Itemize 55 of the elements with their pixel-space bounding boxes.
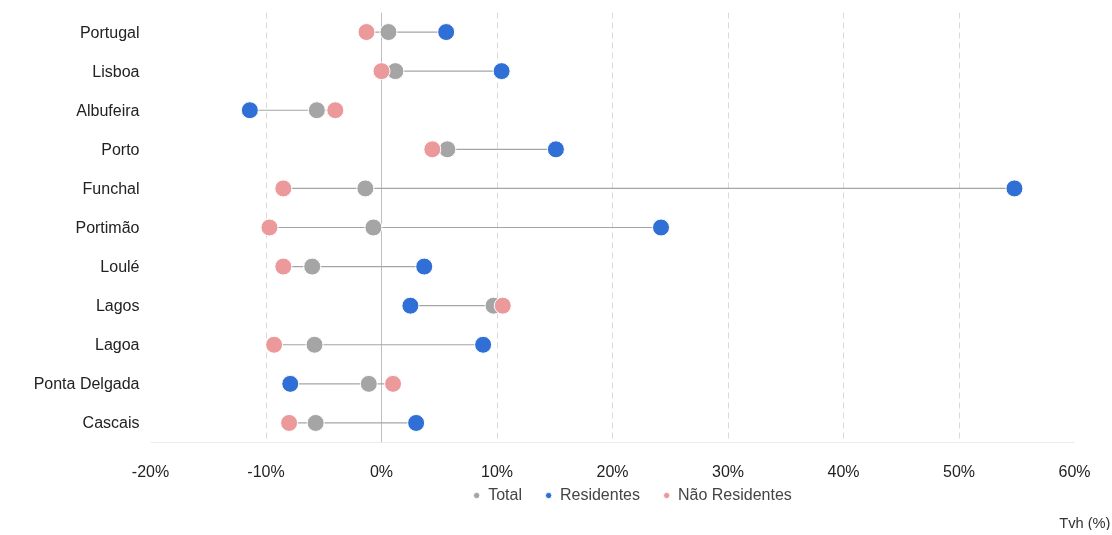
point <box>305 335 324 354</box>
legend-label: Não Residentes <box>678 486 792 504</box>
point <box>265 335 284 354</box>
y-tick-label: Lisboa <box>92 62 140 80</box>
y-tick-label: Ponta Delgada <box>33 375 140 393</box>
point <box>546 140 565 159</box>
x-tick-label: -10% <box>247 462 285 480</box>
text: Tvh (%) <box>1059 514 1111 531</box>
point <box>492 62 511 81</box>
y-tick-label: Cascais <box>82 414 140 432</box>
point <box>493 296 512 315</box>
point <box>438 140 457 159</box>
y-tick-label: Loulé <box>100 258 140 276</box>
point <box>474 335 493 354</box>
point <box>274 257 293 276</box>
point <box>260 218 279 237</box>
point <box>303 257 322 276</box>
y-tick-label: Lagoa <box>95 336 140 354</box>
x-tick-label: 30% <box>711 462 745 480</box>
legend-label: Residentes <box>559 486 640 504</box>
point <box>384 374 403 393</box>
point <box>415 257 434 276</box>
y-tick-label: Portimão <box>75 219 140 236</box>
x-tick-label: 20% <box>596 462 629 480</box>
point <box>280 413 299 432</box>
y-tick-label: Porto <box>101 140 140 158</box>
point <box>356 179 375 198</box>
point <box>359 374 378 393</box>
point <box>274 179 293 198</box>
point <box>407 413 426 432</box>
x-tick-label: 40% <box>827 462 860 480</box>
y-tick-label: Lagos <box>95 297 140 315</box>
point <box>401 296 420 315</box>
y-tick-label: Albufeira <box>76 101 140 119</box>
x-tick-label: 0% <box>369 462 394 480</box>
point <box>652 218 671 237</box>
legend-label: Total <box>488 486 522 504</box>
point <box>379 23 398 42</box>
point <box>306 413 325 432</box>
x-tick-label: 60% <box>1058 462 1091 480</box>
y-tick-label: Funchal <box>82 179 140 197</box>
y-tick-label: Portugal <box>79 23 140 41</box>
point <box>307 101 326 120</box>
point <box>1005 179 1024 198</box>
point <box>364 218 383 237</box>
x-tick-label: -20% <box>131 462 170 480</box>
point <box>240 101 259 120</box>
point <box>423 140 442 159</box>
point <box>437 23 456 42</box>
x-tick-label: 10% <box>480 462 514 480</box>
point <box>372 62 391 81</box>
point <box>281 374 300 393</box>
point <box>357 23 376 42</box>
x-tick-label: 50% <box>942 462 976 480</box>
point <box>326 101 345 120</box>
